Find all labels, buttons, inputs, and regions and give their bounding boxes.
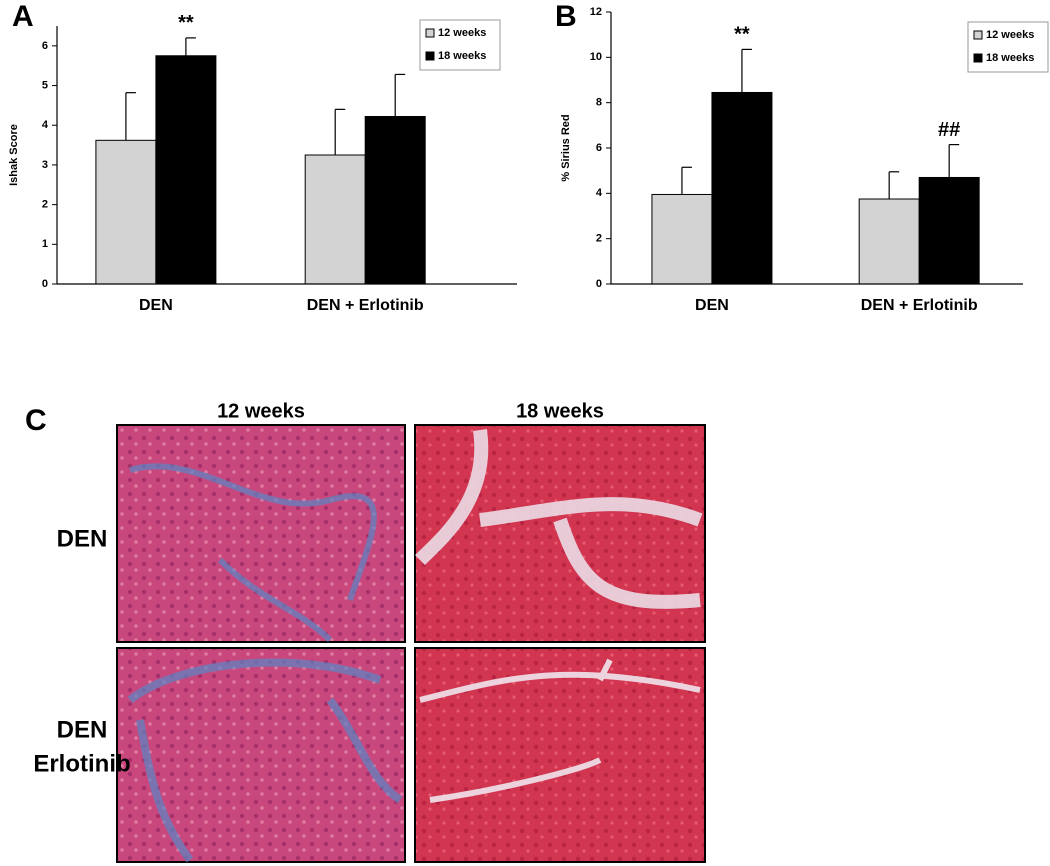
y-tick-label: 4 — [42, 119, 49, 131]
legend-swatch — [425, 51, 435, 61]
panel-c — [116, 424, 706, 863]
row-label: DEN — [57, 525, 108, 552]
histology-image — [116, 424, 406, 643]
legend-label: 18 weeks — [438, 50, 486, 62]
legend-swatch — [973, 53, 983, 63]
panel-label: C — [25, 404, 47, 437]
legend-label: 18 weeks — [986, 52, 1034, 64]
x-tick-label: DEN + Erlotinib — [861, 297, 978, 314]
legend-swatch — [973, 30, 983, 40]
fibrosis-streak — [415, 429, 703, 609]
bar — [304, 154, 366, 285]
y-tick-label: 2 — [42, 199, 48, 211]
row-label: Erlotinib — [33, 750, 130, 777]
y-tick-label: 3 — [42, 159, 48, 171]
y-tick-label: 4 — [596, 187, 603, 199]
panel-label: A — [12, 0, 34, 33]
bar — [95, 139, 157, 285]
fibrosis-streak — [129, 463, 377, 643]
y-axis-label: % Sirius Red — [560, 114, 572, 181]
legend-box — [419, 19, 501, 71]
y-axis-label: Ishak Score — [8, 124, 20, 186]
panel-label: B — [555, 0, 577, 33]
y-tick-label: 0 — [596, 278, 602, 290]
column-label: 12 weeks — [217, 400, 305, 422]
fibrosis-streak — [419, 658, 701, 803]
annotation: ** — [734, 24, 750, 46]
y-tick-label: 6 — [42, 40, 48, 52]
bar — [364, 115, 426, 285]
y-tick-label: 0 — [42, 278, 48, 290]
fibrosis-streak — [127, 658, 403, 863]
bar — [858, 198, 920, 285]
row-label: DEN — [57, 716, 108, 743]
bar — [711, 91, 773, 285]
x-tick-label: DEN — [139, 297, 173, 314]
legend-swatch — [425, 28, 435, 38]
y-tick-label: 8 — [596, 97, 602, 109]
legend-box — [967, 21, 1049, 73]
bar — [651, 193, 713, 285]
x-tick-label: DEN + Erlotinib — [307, 297, 424, 314]
column-label: 18 weeks — [516, 400, 604, 422]
y-tick-label: 12 — [590, 6, 602, 18]
annotation: ** — [178, 12, 194, 34]
y-tick-label: 2 — [596, 233, 602, 245]
bar — [155, 55, 217, 285]
y-tick-label: 6 — [596, 142, 602, 154]
y-tick-label: 1 — [42, 238, 48, 250]
x-tick-label: DEN — [695, 297, 729, 314]
legend-label: 12 weeks — [438, 27, 486, 39]
legend-label: 12 weeks — [986, 29, 1034, 41]
y-tick-label: 10 — [590, 51, 602, 63]
annotation: ## — [938, 119, 960, 141]
y-tick-label: 5 — [42, 79, 48, 91]
bar — [918, 176, 980, 285]
